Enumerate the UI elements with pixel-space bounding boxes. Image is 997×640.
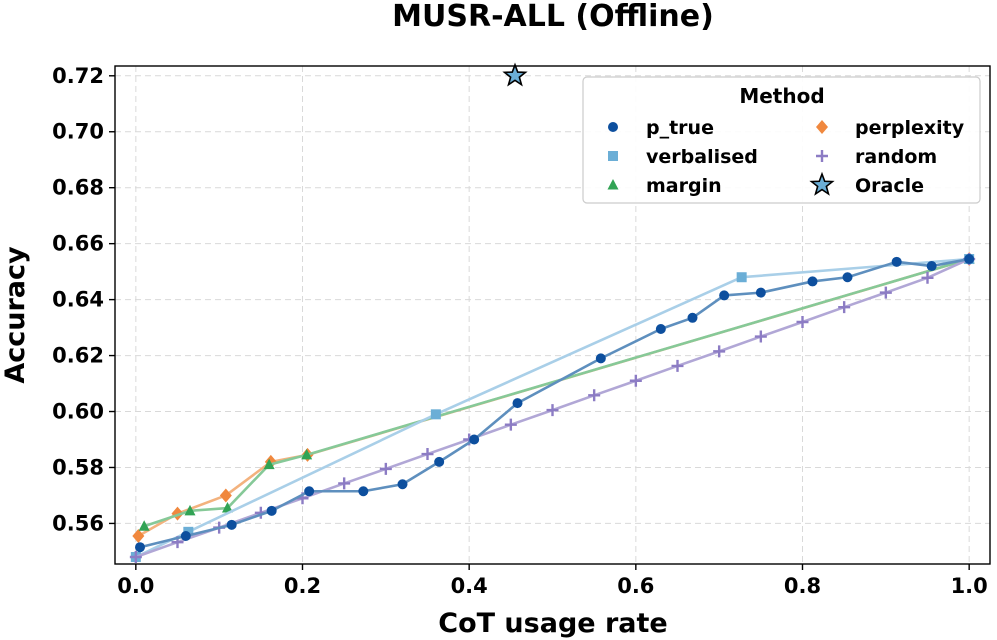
random-point [838,301,851,314]
legend: Method p_true verbalised margin perplexity r… [582,76,981,204]
legend-label-margin: margin [646,175,722,197]
chart-title: MUSR-ALL (Offline) [392,0,714,34]
p-true-point [180,531,191,542]
legend-marker-p-true [608,122,618,132]
margin-point [301,448,313,460]
legend-label-verbalised: verbalised [646,146,758,168]
legend-entry-margin: margin [607,175,722,197]
margin-point [184,504,196,516]
margin-point [138,520,150,531]
p-true-point [807,276,818,287]
legend-marker-verbalised [608,151,618,161]
p-true-point [434,456,445,467]
legend-entry-random: random [816,146,937,168]
p-true-line [139,257,970,549]
random-point [338,477,351,490]
margin-point [222,502,233,513]
y-tick-label: 0.64 [52,288,104,312]
x-tick-label: 0.6 [617,574,654,598]
random-point [713,345,726,358]
legend-label-oracle: Oracle [855,175,924,197]
perplexity-line [137,257,970,538]
p-true-point [655,323,666,334]
y-tick-label: 0.58 [52,455,104,479]
p-true-point [964,254,975,265]
p-true-point [358,486,369,497]
p-true-point [926,261,937,272]
random-point [379,462,392,475]
p-true-point [842,272,853,283]
legend-label-perplexity: perplexity [855,117,965,139]
p-true-point [266,505,277,516]
plot-frame [114,65,991,565]
legend-entry-oracle: Oracle [809,171,924,197]
series-p-true [135,254,975,553]
x-tick-label: 1.0 [951,574,988,598]
y-tick-label: 0.62 [52,344,104,368]
perplexity-point [132,529,145,544]
y-tick-label: 0.72 [52,64,104,88]
p-true-point [304,486,315,497]
random-point [921,271,934,284]
verbalised-point [430,409,441,420]
p-true-point [397,479,408,490]
verbalised-point [736,272,747,283]
y-tick-label: 0.56 [52,511,104,535]
legend-title: Method [739,84,824,108]
random-point [129,551,142,564]
p-true-point [469,434,480,445]
perplexity-point [219,488,232,503]
random-point [754,330,767,343]
legend-entries: p_true verbalised margin perplexity random Or… [607,117,965,197]
x-tick-label: 0.2 [284,574,321,598]
legend-label-p-true: p_true [646,117,714,139]
legend-label-random: random [855,146,937,168]
random-point [671,359,684,372]
y-axis-label: Accuracy [0,246,31,384]
random-point [796,315,809,328]
series-layer [129,62,976,564]
p-true-point [512,398,523,409]
legend-entry-perplexity: perplexity [816,117,965,139]
legend-entry-verbalised: verbalised [608,146,758,168]
series-oracle [502,62,528,87]
p-true-point [135,542,145,553]
y-tick-label: 0.66 [52,232,104,256]
legend-marker-oracle [809,171,835,196]
legend-marker-random [816,150,828,162]
legend-entry-p-true: p_true [608,117,714,139]
random-point [588,389,601,402]
p-true-point [891,256,902,267]
x-axis-label: CoT usage rate [438,608,668,639]
random-point [546,404,559,417]
y-tick-label: 0.70 [52,120,104,144]
p-true-point [687,312,698,323]
p-true-point [755,287,766,298]
random-point [879,286,892,299]
x-tick-label: 0.0 [117,574,154,598]
oracle-point [502,62,528,87]
y-axis: 0.56 0.58 0.60 0.62 0.64 0.66 0.68 0.70 0.72 [52,64,115,535]
series-margin [138,253,975,531]
legend-marker-perplexity [816,120,828,134]
random-point [421,448,434,461]
legend-marker-margin [607,179,619,190]
random-point [504,418,517,431]
p-true-point [226,519,237,530]
x-tick-label: 0.4 [451,574,488,598]
x-tick-label: 0.8 [784,574,821,598]
p-true-point [719,290,730,301]
p-true-point [595,353,606,364]
random-point [629,374,642,387]
y-tick-label: 0.68 [52,176,104,200]
y-tick-label: 0.60 [52,400,104,424]
margin-point [263,458,275,470]
x-axis: 0.0 0.2 0.4 0.6 0.8 1.0 [117,564,988,598]
legend-box [582,76,981,204]
